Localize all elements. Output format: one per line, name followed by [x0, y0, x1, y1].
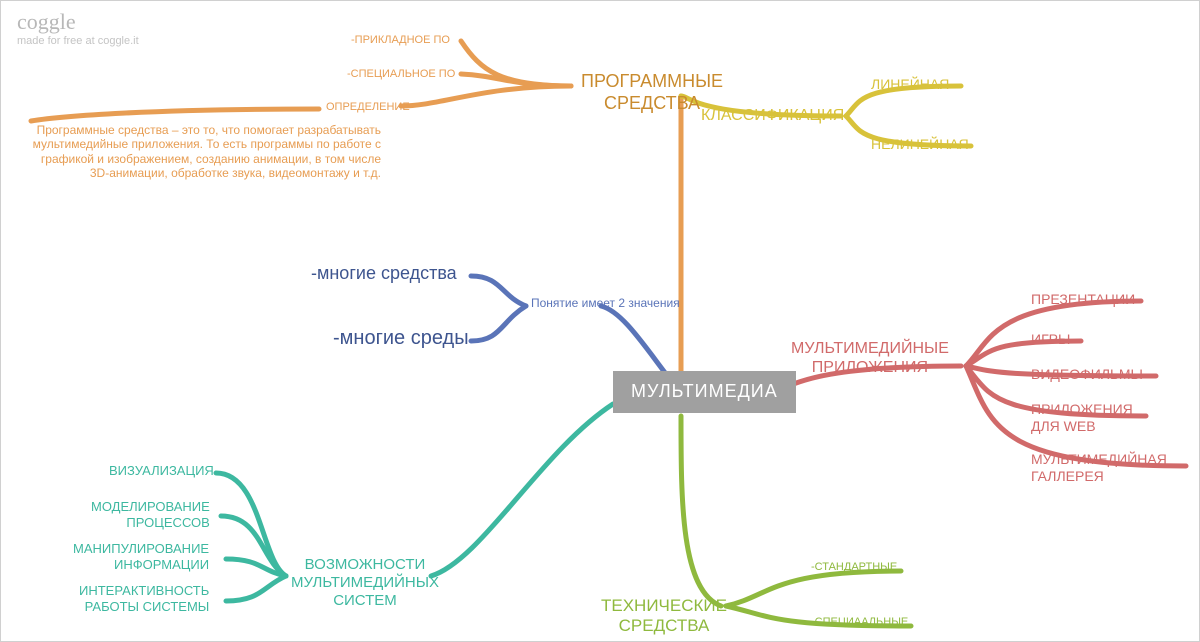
node-concept[interactable]: Понятие имеет 2 значения — [531, 296, 680, 310]
node-spec[interactable]: -СПЕЦИАЛЬНОЕ ПО — [347, 68, 455, 81]
node-inter[interactable]: ИНТЕРАКТИВНОСТЬ РАБОТЫ СИСТЕМЫ — [79, 583, 209, 614]
node-poss[interactable]: ВОЗМОЖНОСТИ МУЛЬТИМЕДИЙНЫХ СИСТЕМ — [291, 556, 439, 610]
node-deftext[interactable]: Программные средства – это то, что помог… — [31, 123, 381, 181]
node-std[interactable]: -СТАНДАРТНЫЕ — [811, 561, 897, 574]
node-web[interactable]: ПРИЛОЖЕНИЯ ДЛЯ WEB — [1031, 401, 1133, 435]
node-model[interactable]: МОДЕЛИРОВАНИЕ ПРОЦЕССОВ — [91, 499, 210, 530]
node-games[interactable]: ИГРЫ — [1031, 331, 1070, 348]
mindmap-canvas: { "app": { "logo": "coggle", "tagline": … — [0, 0, 1200, 642]
node-nonlin[interactable]: НЕЛИНЕЙНАЯ — [871, 136, 969, 153]
node-gallery[interactable]: МУЛЬТИМЕДИЙНАЯ ГАЛЛЕРЕЯ — [1031, 451, 1167, 485]
node-video[interactable]: ВИДЕОФИЛЬМЫ — [1031, 366, 1143, 383]
node-mmapp[interactable]: МУЛЬТИМЕДИЙНЫЕ ПРИЛОЖЕНИЯ — [791, 339, 949, 377]
node-many1[interactable]: -многие средства — [311, 263, 457, 285]
node-tech[interactable]: ТЕХНИЧЕСКИЕ СРЕДСТВА — [601, 596, 727, 637]
node-class[interactable]: КЛАССИФИКАЦИЯ — [701, 106, 844, 125]
node-lin[interactable]: ЛИНЕЙНАЯ — [871, 76, 949, 93]
app-logo: coggle — [17, 9, 76, 35]
center-node[interactable]: МУЛЬТИМЕДИА — [613, 371, 796, 413]
node-many2[interactable]: -многие среды — [333, 326, 469, 350]
node-viz[interactable]: ВИЗУАЛИЗАЦИЯ — [109, 463, 214, 479]
node-spec2[interactable]: -СПЕЦИААЛЬНЫЕ — [811, 616, 908, 629]
node-manip[interactable]: МАНИПУЛИРОВАНИЕ ИНФОРМАЦИИ — [73, 541, 209, 572]
app-tagline: made for free at coggle.it — [17, 35, 139, 47]
node-def[interactable]: ОПРЕДЕЛЕНИЕ — [326, 101, 410, 114]
node-pres[interactable]: ПРЕЗЕНТАЦИИ — [1031, 291, 1135, 308]
node-app[interactable]: -ПРИКЛАДНОЕ ПО — [351, 34, 450, 47]
